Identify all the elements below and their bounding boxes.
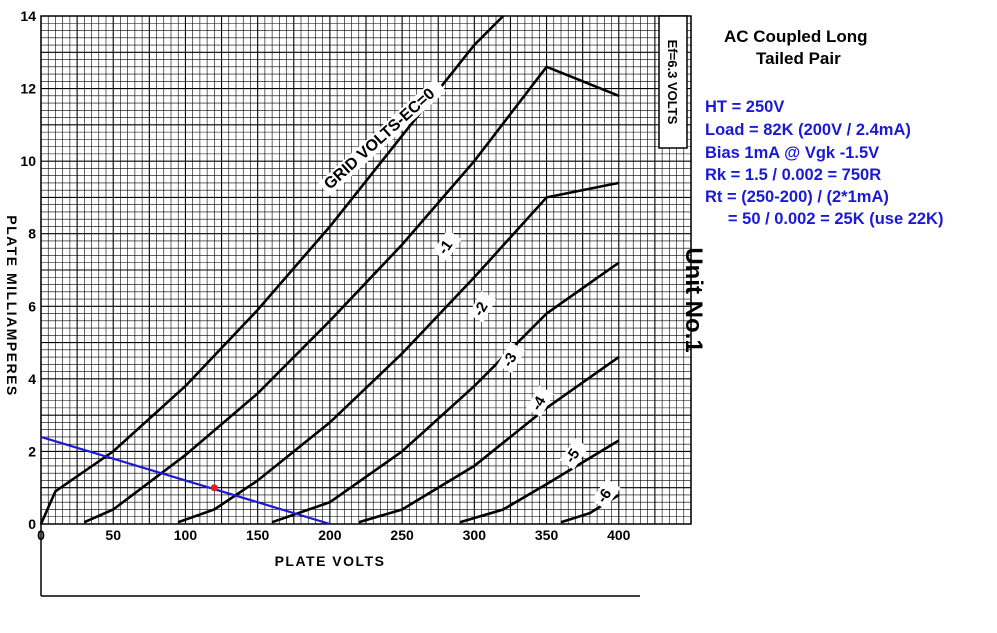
unit-label: Unit No.1 [680,247,707,353]
heater-note-box [658,15,688,149]
characteristic-curve-3 [271,261,620,524]
operating-point [210,484,218,492]
characteristic-curve-5 [459,439,620,524]
x-tick-label: 50 [105,527,121,543]
x-tick-label: 0 [37,527,45,543]
curve-label-backdrop [526,385,555,417]
curve-label-backdrop [559,438,589,470]
x-tick-label: 250 [390,527,414,543]
curve-group [39,15,620,526]
characteristic-curve-2 [177,181,620,524]
annotation-load: Load = 82K (200V / 2.4mA) [705,121,911,139]
curve-label-backdrop [497,341,526,374]
characteristic-curve-4 [358,356,620,524]
y-tick-label: 10 [20,153,36,169]
x-tick-label: 150 [246,527,270,543]
y-tick-label: 8 [28,226,36,242]
curve-label-backdrop [318,78,447,196]
annotation-title-line-1: AC Coupled Long [724,27,868,46]
x-tick-label: 100 [174,527,198,543]
annotation-rk: Rk = 1.5 / 0.002 = 750R [705,166,882,184]
x-tick-label: 300 [463,527,487,543]
annotation-rt-value: = 50 / 0.002 = 25K (use 22K) [705,210,944,228]
x-tick-label: 400 [607,527,631,543]
heater-note: Ef=6.3 VOLTS [665,40,680,125]
annotation-ht: HT = 250V [705,98,785,116]
y-tick-label: 2 [28,443,36,459]
y-tick-label: 0 [28,516,36,532]
y-tick-label: 6 [28,298,36,314]
curve-label-backdrop [468,291,497,323]
annotation-rt: Rt = (250-200) / (2*1mA) [705,188,889,206]
load-line [40,435,331,526]
x-axis-label: PLATE VOLTS [275,553,386,569]
curve-label-backdrop [591,478,621,510]
y-tick-label: 4 [28,371,36,387]
x-tick-label: 200 [318,527,342,543]
characteristic-curve-1 [83,65,620,524]
curve-label-backdrop [432,229,462,262]
annotation-bias: Bias 1mA @ Vgk -1.5V [705,144,880,162]
y-tick-label: 14 [20,8,36,24]
characteristic-curve-0 [39,15,505,525]
axis-group: 0 50 100 150 200 250 300 350 400 0 2 4 6 8 10 12 14 PLATE… [4,8,640,597]
y-axis-label: PLATE MILLIAMPERES [4,215,20,397]
chart-grid [40,15,692,525]
y-tick-label: 12 [20,81,36,97]
annotation-title-line-2: Tailed Pair [756,49,841,68]
x-tick-label: 350 [535,527,559,543]
plot-frame [40,15,692,525]
